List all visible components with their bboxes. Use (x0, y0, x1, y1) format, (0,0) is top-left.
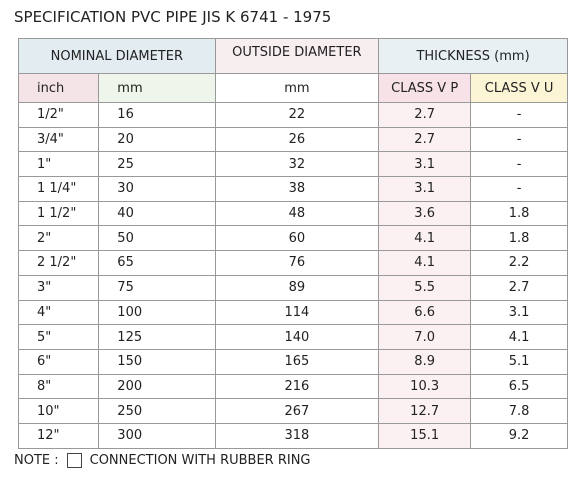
table-row: 10" 250 267 12.7 7.8 (17, 398, 568, 424)
note: NOTE : CONNECTION WITH RUBBER RING (14, 453, 311, 468)
header-cell: CLASS V P (378, 73, 472, 103)
table-row: 8" 200 216 10.3 6.5 (17, 373, 568, 400)
table-cell: 65 (98, 250, 216, 276)
table-cell: 100 (98, 299, 216, 326)
table-cell: - (470, 176, 568, 202)
table-cell: 3.1 (378, 176, 472, 202)
table-cell: 4.1 (378, 250, 472, 276)
table-row: 1/2" 16 22 2.7- (17, 102, 568, 128)
table-cell: 1.8 (470, 200, 568, 227)
table-cell: 12.7 (378, 398, 472, 424)
table-cell: 2.7 (378, 126, 472, 153)
header-cell: NOMINAL DIAMETER (18, 38, 216, 74)
table-row: 6" 150 165 8.9 5.1 (17, 348, 568, 375)
table-cell: 4.1 (378, 225, 472, 252)
table-cell: 22 (214, 102, 380, 128)
table-cell: 150 (98, 348, 216, 375)
table-cell: 7.0 (378, 324, 472, 350)
table-row: 2" 50 60 4.1 1.8 (17, 225, 568, 252)
table-cell: 6" (17, 348, 100, 375)
table-cell: 9.2 (470, 422, 568, 449)
table-cell: 3.1 (470, 299, 568, 326)
table-cell: 3/4" (17, 126, 100, 153)
table-cell: 50 (98, 225, 216, 252)
table-cell: 76 (214, 250, 380, 276)
table-row: 5" 125 140 7.0 4.1 (17, 324, 568, 350)
table-row: 1 1/2" 40 48 3.6 1.8 (17, 200, 568, 227)
spec-table: NOMINAL DIAMETER OUTSIDE DIAMETER THICKN… (17, 38, 568, 449)
table-cell: 60 (214, 225, 380, 252)
table-cell: 114 (214, 299, 380, 326)
table-cell: 5.5 (378, 274, 472, 301)
table-row: 1" 25 32 3.1- (17, 151, 568, 178)
table-cell: 10.3 (378, 373, 472, 400)
table-cell: 2.7 (470, 274, 568, 301)
header-cell: inch (17, 73, 100, 103)
table-cell: 200 (98, 373, 216, 400)
table-cell: 1/2" (17, 102, 100, 128)
table-cell: 89 (214, 274, 380, 301)
header-cell: OUTSIDE DIAMETER (214, 38, 380, 74)
table-cell: 7.8 (470, 398, 568, 424)
table-cell: 318 (214, 422, 380, 449)
table-cell: 75 (98, 274, 216, 301)
table-cell: 32 (214, 151, 380, 178)
table-row: 3/4" 20 26 2.7- (17, 126, 568, 153)
table-cell: 250 (98, 398, 216, 424)
table-cell: - (470, 151, 568, 178)
table-cell: 8.9 (378, 348, 472, 375)
table-cell: 20 (98, 126, 216, 153)
header-cell: THICKNESS (mm) (378, 38, 568, 74)
table-cell: 300 (98, 422, 216, 449)
table-row: 4" 100 114 6.6 3.1 (17, 299, 568, 326)
table-cell: 1.8 (470, 225, 568, 252)
table-cell: 6.5 (470, 373, 568, 400)
table-cell: - (470, 126, 568, 153)
table-row: 12" 300 318 15.1 9.2 (17, 422, 568, 449)
header-cell: CLASS V U (470, 73, 568, 103)
table-cell: 3.1 (378, 151, 472, 178)
table-cell: 26 (214, 126, 380, 153)
note-text: CONNECTION WITH RUBBER RING (89, 453, 311, 468)
table-cell: 30 (98, 176, 216, 202)
note-label: NOTE : (14, 453, 59, 468)
table-cell: 48 (214, 200, 380, 227)
table-cell: 3" (17, 274, 100, 301)
table-cell: - (470, 102, 568, 128)
table-cell: 8" (17, 373, 100, 400)
table-cell: 267 (214, 398, 380, 424)
table-cell: 40 (98, 200, 216, 227)
table-cell: 216 (214, 373, 380, 400)
header-cell: mm (214, 73, 380, 103)
table-cell: 165 (214, 348, 380, 375)
table-cell: 6.6 (378, 299, 472, 326)
title: SPECIFICATION PVC PIPE JIS K 6741 - 1975 (14, 8, 332, 26)
table-cell: 4.1 (470, 324, 568, 350)
table-cell: 125 (98, 324, 216, 350)
table-cell: 12" (17, 422, 100, 449)
table-row: 3" 75 89 5.5 2.7 (17, 274, 568, 301)
header-cell: mm (98, 73, 216, 103)
table-cell: 2.7 (378, 102, 472, 128)
table-cell: 1 1/4" (17, 176, 100, 202)
table-cell: 3.6 (378, 200, 472, 227)
table-cell: 5" (17, 324, 100, 350)
checkbox (66, 453, 82, 468)
table-cell: 15.1 (378, 422, 472, 449)
table-cell: 2 1/2" (17, 250, 100, 276)
table-cell: 10" (17, 398, 100, 424)
table-cell: 25 (98, 151, 216, 178)
table-row: 2 1/2" 65 76 4.1 2.2 (17, 250, 568, 276)
table-cell: 5.1 (470, 348, 568, 375)
table-cell: 2.2 (470, 250, 568, 276)
table-cell: 4" (17, 299, 100, 326)
table-cell: 2" (17, 225, 100, 252)
table-cell: 1" (17, 151, 100, 178)
table-row: 1 1/4" 30 38 3.1- (17, 176, 568, 202)
table-cell: 140 (214, 324, 380, 350)
table-cell: 16 (98, 102, 216, 128)
table-cell: 1 1/2" (17, 200, 100, 227)
table-cell: 38 (214, 176, 380, 202)
